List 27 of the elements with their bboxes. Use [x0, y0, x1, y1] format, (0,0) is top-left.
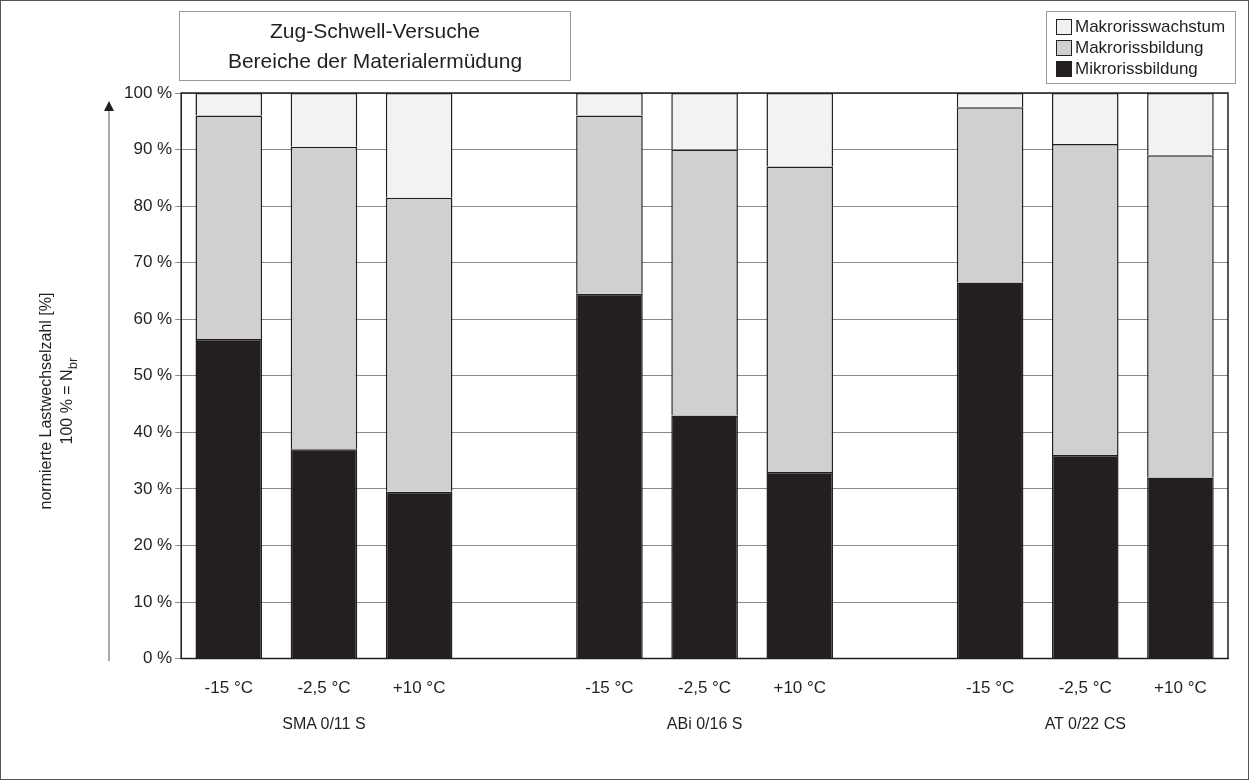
y-tick-label: 50 %: [133, 365, 173, 385]
y-tick-label: 0 %: [142, 648, 173, 668]
y-tick-label: 90 %: [133, 139, 173, 159]
y-tick-label: 70 %: [133, 252, 173, 272]
legend-label: Makrorissbildung: [1075, 37, 1204, 58]
text: ABi 0/16 S: [666, 714, 743, 733]
y-tick-label: 80 %: [133, 195, 173, 215]
chart-title: Zug-Schwell-Versuche Bereiche der Materialermüdung: [179, 11, 571, 81]
x-tick-label: +10 °C: [773, 678, 827, 698]
x-tick-label: -2,5 °C: [1058, 678, 1112, 698]
x-tick-label: +10 °C: [392, 678, 446, 698]
y-tick-label: 20 %: [133, 535, 173, 555]
y-tick-label: 100 %: [124, 82, 173, 102]
x-tick-label: -2,5 °C: [297, 678, 351, 698]
legend-label: Makrorisswachstum: [1075, 16, 1226, 37]
legend-label: Mikrorissbildung: [1075, 58, 1198, 79]
y-tick-label: 10 %: [133, 591, 173, 611]
x-tick-label: -15 °C: [585, 678, 634, 698]
x-tick-label: -15 °C: [204, 678, 253, 698]
text: AT 0/22 CS: [1044, 714, 1126, 733]
y-tick-label: 60 %: [133, 308, 173, 328]
x-tick-label: -15 °C: [965, 678, 1015, 698]
y-tick-label: 40 %: [133, 422, 173, 442]
x-tick-label: +10 °C: [1154, 678, 1207, 698]
x-tick-label: -2,5 °C: [678, 678, 732, 698]
text: SMA 0/11 S: [282, 714, 366, 733]
y-tick-label: 30 %: [133, 478, 173, 498]
